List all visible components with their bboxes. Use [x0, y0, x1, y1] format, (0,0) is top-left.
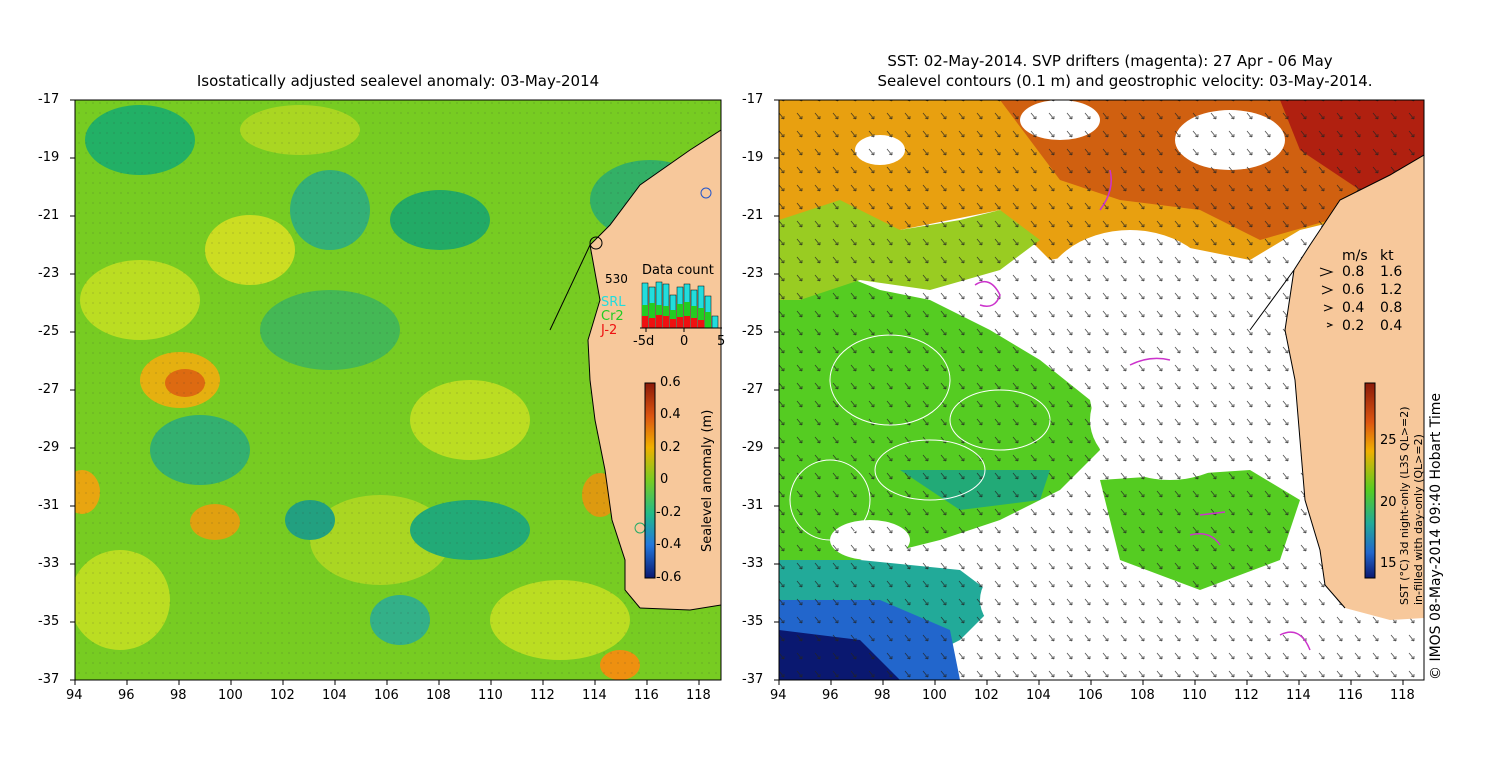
sla-colorbar-tick: -0.6	[656, 570, 682, 585]
left-y-tick: -37	[38, 672, 60, 687]
left-x-tick: 110	[478, 688, 503, 703]
left-x-tick: 104	[322, 688, 347, 703]
left-x-tick: 116	[634, 688, 659, 703]
left-y-tick: -31	[38, 498, 60, 513]
right-x-tick: 96	[822, 688, 839, 703]
left-y-tick: -27	[38, 382, 60, 397]
right-x-tick: 106	[1078, 688, 1103, 703]
left-x-tick: 100	[218, 688, 243, 703]
data-count-chart	[640, 281, 722, 332]
right-y-tick: -31	[742, 498, 764, 513]
data-count-title: Data count	[642, 263, 714, 278]
left-y-tick: -35	[38, 614, 60, 629]
right-map-title-line2: Sealevel contours (0.1 m) and geostrophi…	[877, 72, 1373, 90]
left-y-tick: -25	[38, 324, 60, 339]
left-x-tick: 98	[170, 688, 187, 703]
sst-colorbar-tick: 20	[1380, 495, 1397, 510]
speed-legend-ms: 0.2	[1342, 318, 1365, 334]
speed-legend-kt: 1.6	[1380, 264, 1403, 280]
satellite-label-j2: J-2	[601, 323, 618, 338]
sst-map	[779, 100, 1424, 680]
sealevel-anomaly-map	[75, 100, 721, 680]
right-y-tick: -25	[742, 324, 764, 339]
left-y-tick: -17	[38, 92, 60, 107]
speed-legend-header-ms: m/s	[1342, 248, 1368, 264]
left-y-tick: -23	[38, 266, 60, 281]
left-map-title: Isostatically adjusted sealevel anomaly:…	[196, 72, 600, 90]
right-x-tick: 104	[1026, 688, 1051, 703]
left-x-tick: 118	[686, 688, 711, 703]
left-y-tick: -21	[38, 208, 60, 223]
sst-colorbar	[1364, 382, 1376, 579]
sla-colorbar-tick: 0.4	[660, 407, 681, 422]
sst-colorbar-tick: 15	[1380, 556, 1397, 571]
imos-credit: © IMOS 08-May-2014 09:40 Hobart Time	[1428, 392, 1444, 680]
left-axis-ticks	[70, 99, 700, 685]
right-x-tick: 112	[1234, 688, 1259, 703]
right-x-tick: 118	[1390, 688, 1415, 703]
satellite-label-cr2: Cr2	[601, 309, 624, 324]
sst-colorbar-tick: 25	[1380, 433, 1397, 448]
right-y-tick: -33	[742, 556, 764, 571]
right-y-tick: -37	[742, 672, 764, 687]
speed-legend-kt: 0.4	[1380, 318, 1403, 334]
speed-legend-kt: 1.2	[1380, 282, 1403, 298]
speed-legend-ms: 0.8	[1342, 264, 1365, 280]
sla-colorbar-label: Sealevel anomaly (m)	[700, 409, 715, 552]
sla-colorbar	[644, 382, 656, 579]
speed-legend-ms: 0.4	[1342, 300, 1365, 316]
speed-legend-kt: 0.8	[1380, 300, 1403, 316]
sla-colorbar-tick: 0.2	[660, 440, 681, 455]
speed-legend-arrows	[1319, 267, 1334, 328]
data-count-max: 530	[605, 272, 628, 286]
right-x-tick: 110	[1182, 688, 1207, 703]
right-y-tick: -35	[742, 614, 764, 629]
data-count-x-label: -5d	[633, 334, 655, 349]
sla-colorbar-tick: -0.2	[656, 505, 682, 520]
right-x-tick: 116	[1338, 688, 1363, 703]
right-y-tick: -23	[742, 266, 764, 281]
data-count-x-label: 5	[717, 334, 726, 349]
left-y-tick: -19	[38, 150, 60, 165]
right-map-title-line1: SST: 02-May-2014. SVP drifters (magenta)…	[887, 52, 1333, 70]
sla-colorbar-tick: 0	[660, 472, 669, 487]
right-y-tick: -27	[742, 382, 764, 397]
speed-legend-ms: 0.6	[1342, 282, 1365, 298]
left-y-tick: -29	[38, 440, 60, 455]
right-x-tick: 102	[974, 688, 999, 703]
right-y-tick: -29	[742, 440, 764, 455]
right-y-tick: -19	[742, 150, 764, 165]
left-x-tick: 108	[426, 688, 451, 703]
right-x-tick: 98	[874, 688, 891, 703]
sla-colorbar-tick: -0.4	[656, 537, 682, 552]
left-x-tick: 112	[530, 688, 555, 703]
sla-colorbar-tick: 0.6	[660, 375, 681, 390]
satellite-label-srl: SRL	[601, 295, 626, 310]
right-x-tick: 108	[1130, 688, 1155, 703]
left-x-tick: 94	[66, 688, 83, 703]
speed-legend-header-kt: kt	[1380, 248, 1394, 264]
right-x-tick: 114	[1286, 688, 1311, 703]
right-y-tick: -21	[742, 208, 764, 223]
left-y-tick: -33	[38, 556, 60, 571]
right-y-tick: -17	[742, 92, 764, 107]
right-axis-ticks	[774, 99, 1404, 685]
left-x-tick: 102	[270, 688, 295, 703]
left-x-tick: 106	[374, 688, 399, 703]
left-x-tick: 96	[118, 688, 135, 703]
data-count-x-label: 0	[680, 334, 689, 349]
sst-colorbar-label-line1: SST (°C) 3d night-only (L3S QL>=2)	[1398, 406, 1411, 605]
right-x-tick: 94	[770, 688, 787, 703]
left-x-tick: 114	[582, 688, 607, 703]
right-x-tick: 100	[922, 688, 947, 703]
sst-colorbar-label-line2: in-filled with day-only (QL>=2)	[1412, 434, 1425, 605]
